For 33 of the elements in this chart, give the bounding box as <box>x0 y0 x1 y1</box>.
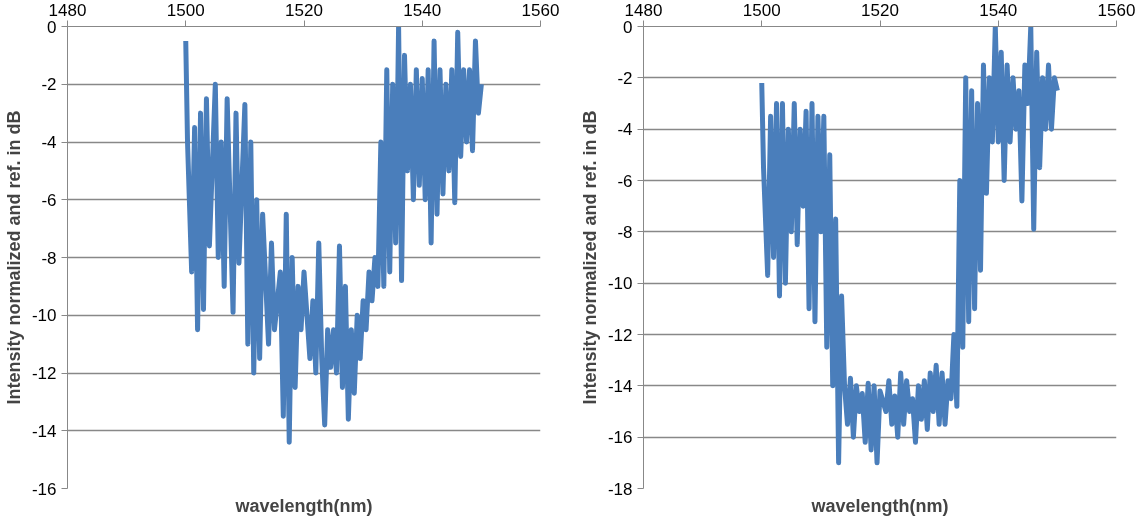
x-tick-label: 1480 <box>624 0 663 20</box>
y-tick-label: -12 <box>31 364 57 383</box>
y-axis-title: Intensity normalized and ref. in dB <box>3 110 24 405</box>
x-tick-label: 1500 <box>742 0 781 20</box>
x-tick-label: 1480 <box>48 0 87 20</box>
y-tick-label: -16 <box>607 428 633 448</box>
y-tick-label: -12 <box>607 325 633 345</box>
y-tick-label: -2 <box>41 75 57 95</box>
x-tick-label: 1540 <box>403 0 442 20</box>
y-tick-label: -14 <box>607 376 633 396</box>
y-tick-label: -8 <box>617 222 633 242</box>
y-tick-label: -4 <box>617 120 633 140</box>
y-tick-label: 0 <box>47 17 57 37</box>
y-tick-label: -14 <box>31 421 57 441</box>
y-tick-label: 0 <box>623 17 633 37</box>
x-axis-title: wavelength(nm) <box>810 495 949 516</box>
x-tick-label: 1500 <box>166 0 205 20</box>
x-axis-title: wavelength(nm) <box>234 495 373 516</box>
x-tick-label: 1520 <box>861 0 899 20</box>
y-axis-title: Intensity normalized and ref. in dB <box>579 110 600 405</box>
x-tick-label: 1560 <box>1097 0 1136 20</box>
y-tick-label: -18 <box>607 479 633 499</box>
y-tick-label: -10 <box>31 306 57 326</box>
y-tick-label: -4 <box>41 133 57 152</box>
y-tick-label: -16 <box>31 479 57 499</box>
y-tick-label: -2 <box>617 68 633 88</box>
y-tick-label: -10 <box>607 274 633 294</box>
y-tick-label: -8 <box>41 248 57 268</box>
x-tick-label: 1540 <box>979 0 1018 20</box>
y-tick-label: -6 <box>41 190 57 210</box>
y-tick-label: -6 <box>617 171 633 191</box>
x-tick-label: 1520 <box>285 0 323 20</box>
x-tick-label: 1560 <box>521 0 560 20</box>
